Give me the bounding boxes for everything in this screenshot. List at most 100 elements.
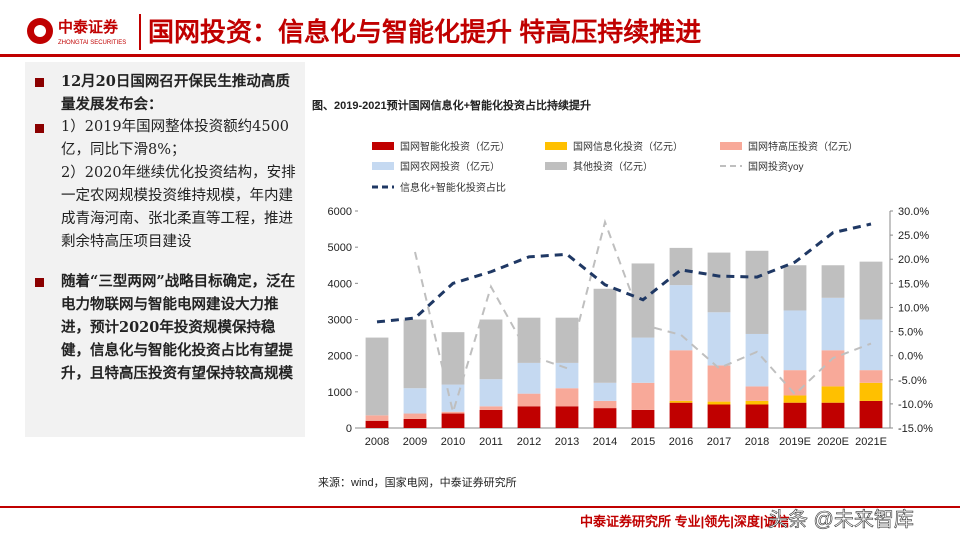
bar-segment: [783, 395, 807, 403]
bar-segment: [859, 382, 883, 401]
legend-label: 国网智能化投资（亿元）: [400, 140, 510, 153]
y-tick-label: 6000: [328, 206, 352, 218]
bar-segment: [821, 386, 845, 403]
x-tick-label: 2012: [517, 436, 541, 448]
x-tick-label: 2020E: [817, 436, 849, 448]
bar-segment: [517, 406, 541, 428]
chart-title: 图、2019-2021预计国网信息化+智能化投资占比持续提升: [312, 98, 591, 112]
y-tick-label: 4000: [328, 278, 352, 290]
bar-segment: [593, 288, 617, 383]
logo-cn: 中泰证券: [58, 18, 119, 36]
bar-segment: [631, 382, 655, 410]
chart-source: 来源：wind，国家电网，中泰证券研究所: [318, 475, 517, 489]
slide-title: 国网投资：信息化与智能化提升 特高压持续推进: [148, 17, 701, 47]
legend-swatch: [720, 142, 742, 150]
x-tick-label: 2008: [365, 436, 389, 448]
bar-segment: [821, 265, 845, 298]
bar-segment: [555, 317, 579, 363]
x-tick-label: 2009: [403, 436, 427, 448]
y-tick-label: 3000: [328, 315, 352, 327]
legend-label: 其他投资（亿元）: [573, 160, 653, 173]
footer: 中泰证券研究所 专业|领先|深度|诚信 头条 @未来智库: [0, 506, 960, 531]
bar-segment: [479, 409, 503, 428]
bar-segment: [745, 400, 769, 405]
x-tick-label: 2014: [593, 436, 617, 448]
bar-segment: [669, 402, 693, 428]
header: 中泰证券 ZHONGTAI SECURITIES 国网投资：信息化与智能化提升 …: [0, 14, 960, 57]
footer-rule: [0, 506, 960, 508]
bar-segment: [403, 413, 427, 419]
bar-segment: [403, 319, 427, 389]
x-tick-label: 2015: [631, 436, 655, 448]
bar-segment: [669, 400, 693, 403]
legend-swatch: [372, 142, 394, 150]
bullet-text: 随着“三型两网”战略目标确定，泛在电力物联网与智能电网建设大力推进，预计2020…: [61, 273, 296, 382]
bullet-text: 2）2020年继续优化投资结构，安排一定农网规模投资维持规模，年内建成青海河南、…: [61, 165, 296, 250]
legend-swatch: [545, 142, 567, 150]
bar-segment: [631, 337, 655, 383]
legend-label: 国网信息化投资（亿元）: [573, 140, 683, 153]
x-tick-label: 2017: [707, 436, 731, 448]
text-panel: 12月20日国网召开保民生推动高质量发展发布会： 1）2019年国网整体投资额约…: [25, 62, 305, 437]
x-tick-label: 2019E: [779, 436, 811, 448]
watermark: 头条 @未来智库: [768, 508, 914, 531]
y2-tick-label: 10.0%: [898, 302, 929, 314]
bullet: 2）2020年继续优化投资结构，安排一定农网规模投资维持规模，年内建成青海河南、…: [25, 162, 299, 254]
y2-tick-label: 5.0%: [898, 327, 923, 339]
bar-segment: [555, 388, 579, 407]
bar-segment: [821, 297, 845, 351]
bar-segment: [479, 406, 503, 410]
bar-segment: [555, 406, 579, 428]
bar-segment: [669, 247, 693, 286]
chart: 图、2019-2021预计国网信息化+智能化投资占比持续提升 来源：wind，国…: [312, 98, 933, 489]
bar-segment: [441, 332, 465, 385]
bullet: 12月20日国网召开保民生推动高质量发展发布会：: [25, 70, 299, 116]
bar-segment: [593, 400, 617, 409]
bar-segment: [783, 265, 807, 311]
y2-tick-label: 0.0%: [898, 351, 923, 363]
bar-segment: [859, 370, 883, 383]
line-series: [414, 218, 872, 416]
bullet: 随着“三型两网”战略目标确定，泛在电力物联网与智能电网建设大力推进，预计2020…: [25, 270, 299, 385]
bar-segment: [365, 420, 389, 428]
bar-segment: [403, 418, 427, 428]
bar-segment: [441, 413, 465, 428]
bar-segment: [365, 415, 389, 421]
bar-segment: [479, 319, 503, 380]
bullet-text: 1）2019年国网整体投资额约4500亿，同比下滑8%；: [61, 119, 290, 158]
bar-segment: [403, 388, 427, 414]
y2-tick-label: -10.0%: [898, 399, 933, 411]
logo-mark: [34, 25, 46, 37]
x-tick-label: 2016: [669, 436, 693, 448]
bar-segment: [745, 250, 769, 334]
bar-segment: [441, 411, 465, 414]
bar-segment: [517, 362, 541, 394]
y2-tick-label: 20.0%: [898, 254, 929, 266]
x-tick-label: 2021E: [855, 436, 887, 448]
x-tick-label: 2011: [479, 436, 503, 448]
bar-segment: [821, 350, 845, 387]
x-tick-label: 2013: [555, 436, 579, 448]
bar-segment: [365, 337, 389, 416]
legend-label: 国网投资yoy: [748, 160, 804, 173]
bar-segment: [859, 261, 883, 320]
legend-swatch: [372, 162, 394, 170]
bar-segment: [555, 362, 579, 389]
bar-segment: [821, 402, 845, 428]
y2-tick-label: -5.0%: [898, 375, 927, 387]
x-tick-label: 2018: [745, 436, 769, 448]
bar-segment: [707, 252, 731, 313]
header-rule: [0, 54, 960, 57]
y2-tick-label: -15.0%: [898, 423, 933, 435]
y-tick-label: 5000: [328, 242, 352, 254]
legend-label: 国网农网投资（亿元）: [400, 160, 500, 173]
x-tick-label: 2010: [441, 436, 465, 448]
legend-label: 国网特高压投资（亿元）: [748, 140, 858, 153]
y2-tick-label: 25.0%: [898, 230, 929, 242]
bar-segment: [707, 404, 731, 428]
legend-swatch: [545, 162, 567, 170]
bar-segment: [783, 402, 807, 428]
bullet: 1）2019年国网整体投资额约4500亿，同比下滑8%；: [25, 116, 299, 162]
bar-segment: [631, 409, 655, 428]
